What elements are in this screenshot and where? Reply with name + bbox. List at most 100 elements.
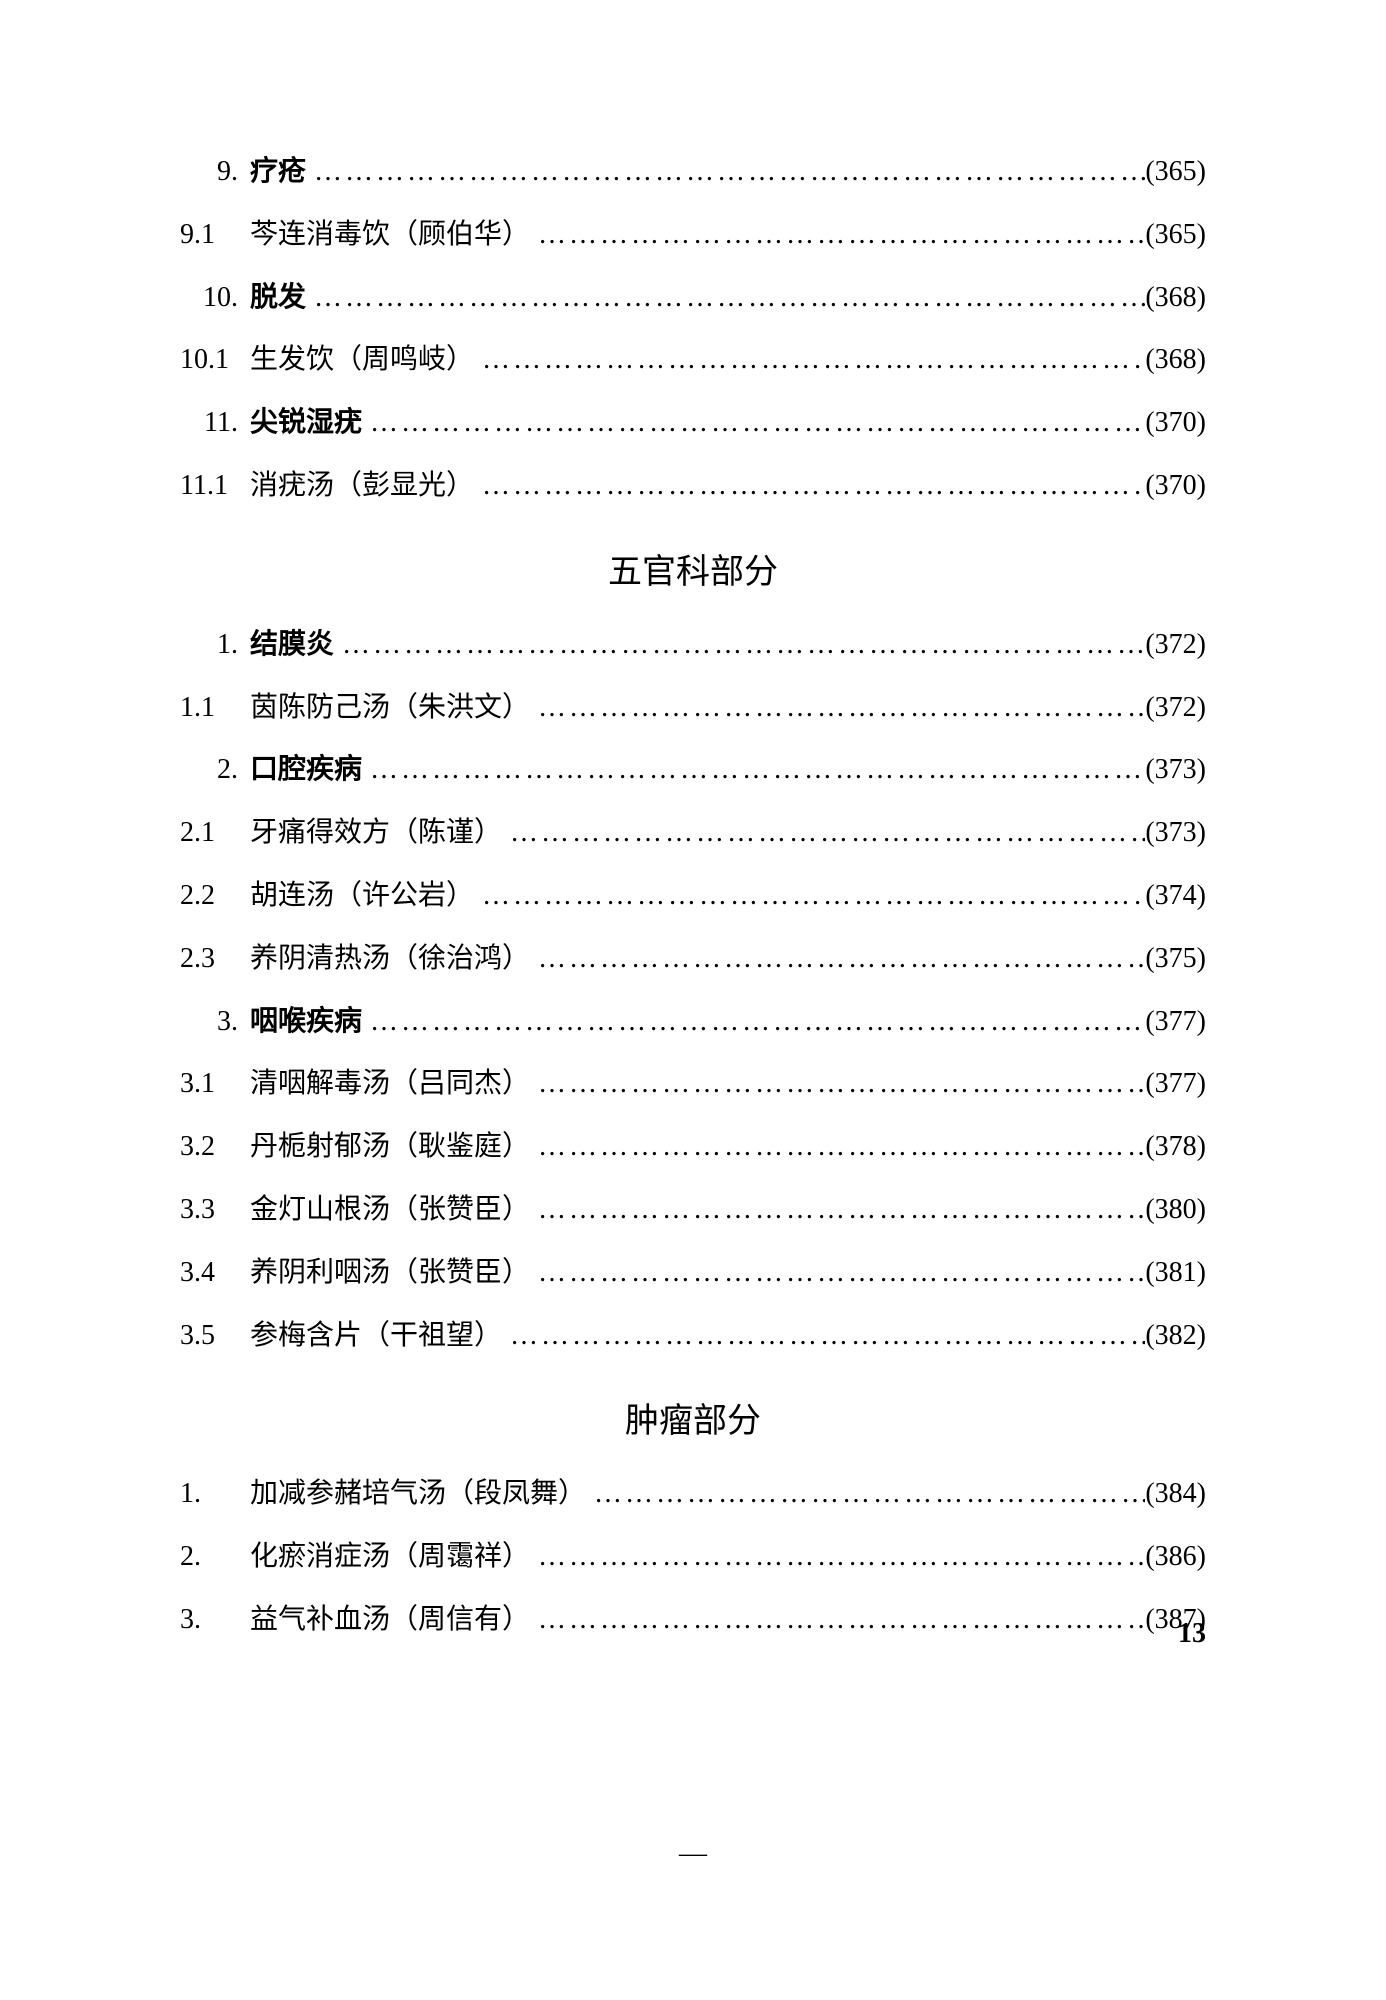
- entry-title: 咽喉疾病: [250, 1000, 362, 1045]
- entry-number: 3.: [180, 1000, 250, 1045]
- entry-page: (372): [1145, 623, 1206, 668]
- entry-dots: ………………………………………………………………………………: [362, 1000, 1145, 1045]
- entry-dots: ………………………………………………………………………………: [530, 1188, 1145, 1233]
- entry-page: (365): [1145, 213, 1206, 258]
- entry-number: 11.1: [180, 464, 250, 509]
- entry-number: 10.: [180, 276, 250, 321]
- toc-entry: 1.加减参赭培气汤（段凤舞）………………………………………………………………………: [180, 1472, 1206, 1517]
- toc-entry: 9.疗疮………………………………………………………………………………(365): [180, 150, 1206, 195]
- entry-number: 1.: [180, 1472, 250, 1517]
- toc-entry: 3.4养阴利咽汤（张赞臣）…………………………………………………………………………: [180, 1251, 1206, 1296]
- entry-page: (380): [1145, 1188, 1206, 1233]
- toc-entry: 11.1消疣汤（彭显光）……………………………………………………………………………: [180, 464, 1206, 509]
- entry-dots: ………………………………………………………………………………: [502, 811, 1145, 856]
- toc-entry: 1.结膜炎………………………………………………………………………………(372): [180, 623, 1206, 668]
- entry-page: (370): [1145, 401, 1206, 446]
- toc-entry: 2.2胡连汤（许公岩）………………………………………………………………………………: [180, 874, 1206, 919]
- entry-number: 9.: [180, 150, 250, 195]
- entry-title: 金灯山根汤（张赞臣）: [250, 1188, 530, 1233]
- entry-dots: ………………………………………………………………………………: [530, 1125, 1145, 1170]
- entry-number: 2.3: [180, 937, 250, 982]
- entry-page: (373): [1145, 748, 1206, 793]
- toc-entry: 1.1茵陈防己汤（朱洪文）…………………………………………………………………………: [180, 686, 1206, 731]
- entry-number: 3.1: [180, 1062, 250, 1107]
- entry-title: 清咽解毒汤（吕同杰）: [250, 1062, 530, 1107]
- section-heading: 五官科部分: [180, 544, 1206, 593]
- entry-title: 益气补血汤（周信有）: [250, 1598, 530, 1643]
- entry-number: 3.2: [180, 1125, 250, 1170]
- toc-entry: 2.1牙痛得效方（陈谨）……………………………………………………………………………: [180, 811, 1206, 856]
- entry-title: 胡连汤（许公岩）: [250, 874, 474, 919]
- entry-page: (368): [1145, 276, 1206, 321]
- entry-page: (384): [1145, 1472, 1206, 1517]
- entry-page: (377): [1145, 1000, 1206, 1045]
- entry-page: (368): [1145, 338, 1206, 383]
- entry-title: 加减参赭培气汤（段凤舞）: [250, 1472, 586, 1517]
- entry-page: (372): [1145, 686, 1206, 731]
- entry-dots: ………………………………………………………………………………: [306, 150, 1145, 195]
- bottom-mark: —: [679, 1838, 707, 1870]
- toc-entry: 3.3金灯山根汤（张赞臣）…………………………………………………………………………: [180, 1188, 1206, 1233]
- entry-dots: ………………………………………………………………………………: [306, 276, 1145, 321]
- entry-dots: ………………………………………………………………………………: [502, 1314, 1145, 1359]
- entry-dots: ………………………………………………………………………………: [530, 937, 1145, 982]
- entry-number: 2.2: [180, 874, 250, 919]
- entry-number: 3.4: [180, 1251, 250, 1296]
- toc-entry: 3.2丹栀射郁汤（耿鉴庭）…………………………………………………………………………: [180, 1125, 1206, 1170]
- entry-dots: ………………………………………………………………………………: [474, 874, 1145, 919]
- toc-entry: 10.脱发………………………………………………………………………………(368): [180, 276, 1206, 321]
- entry-page: (377): [1145, 1062, 1206, 1107]
- entry-number: 2.1: [180, 811, 250, 856]
- section-heading: 肿瘤部分: [180, 1393, 1206, 1442]
- entry-dots: ………………………………………………………………………………: [334, 623, 1145, 668]
- toc-entry: 3.5参梅含片（干祖望）……………………………………………………………………………: [180, 1314, 1206, 1359]
- entry-dots: ………………………………………………………………………………: [474, 464, 1145, 509]
- entry-page: (386): [1145, 1535, 1206, 1580]
- entry-page: (373): [1145, 811, 1206, 856]
- toc-entry: 10.1生发饮（周鸣岐）……………………………………………………………………………: [180, 338, 1206, 383]
- entry-number: 3.3: [180, 1188, 250, 1233]
- entry-page: (381): [1145, 1251, 1206, 1296]
- entry-title: 养阴清热汤（徐治鸿）: [250, 937, 530, 982]
- toc-entry: 2.口腔疾病………………………………………………………………………………(373…: [180, 748, 1206, 793]
- entry-number: 1.: [180, 623, 250, 668]
- entry-dots: ………………………………………………………………………………: [586, 1472, 1145, 1517]
- toc-entry: 3.咽喉疾病………………………………………………………………………………(377…: [180, 1000, 1206, 1045]
- entry-title: 结膜炎: [250, 623, 334, 668]
- entry-dots: ………………………………………………………………………………: [530, 1251, 1145, 1296]
- toc-entry: 2.3养阴清热汤（徐治鸿）…………………………………………………………………………: [180, 937, 1206, 982]
- entry-page: (382): [1145, 1314, 1206, 1359]
- table-of-contents: 9.疗疮………………………………………………………………………………(365)9…: [180, 150, 1206, 1643]
- entry-title: 茵陈防己汤（朱洪文）: [250, 686, 530, 731]
- toc-entry: 11.尖锐湿疣………………………………………………………………………………(37…: [180, 401, 1206, 446]
- entry-dots: ………………………………………………………………………………: [474, 338, 1145, 383]
- entry-dots: ………………………………………………………………………………: [530, 1062, 1145, 1107]
- entry-page: (365): [1145, 150, 1206, 195]
- page-container: 9.疗疮………………………………………………………………………………(365)9…: [0, 0, 1386, 1643]
- entry-dots: ………………………………………………………………………………: [530, 686, 1145, 731]
- entry-page: (370): [1145, 464, 1206, 509]
- entry-number: 2.: [180, 1535, 250, 1580]
- entry-dots: ………………………………………………………………………………: [530, 213, 1145, 258]
- entry-title: 口腔疾病: [250, 748, 362, 793]
- toc-entry: 3.益气补血汤（周信有）……………………………………………………………………………: [180, 1598, 1206, 1643]
- entry-dots: ………………………………………………………………………………: [362, 401, 1145, 446]
- page-number: 13: [1178, 1618, 1206, 1650]
- entry-page: (374): [1145, 874, 1206, 919]
- entry-number: 3.: [180, 1598, 250, 1643]
- entry-title: 养阴利咽汤（张赞臣）: [250, 1251, 530, 1296]
- entry-title: 芩连消毒饮（顾伯华）: [250, 213, 530, 258]
- entry-title: 脱发: [250, 276, 306, 321]
- entry-dots: ………………………………………………………………………………: [362, 748, 1145, 793]
- entry-number: 1.1: [180, 686, 250, 731]
- entry-page: (375): [1145, 937, 1206, 982]
- entry-title: 参梅含片（干祖望）: [250, 1314, 502, 1359]
- entry-number: 9.1: [180, 213, 250, 258]
- entry-number: 3.5: [180, 1314, 250, 1359]
- entry-title: 尖锐湿疣: [250, 401, 362, 446]
- toc-entry: 3.1清咽解毒汤（吕同杰）…………………………………………………………………………: [180, 1062, 1206, 1107]
- entry-title: 生发饮（周鸣岐）: [250, 338, 474, 383]
- entry-title: 化瘀消症汤（周霭祥）: [250, 1535, 530, 1580]
- entry-title: 疗疮: [250, 150, 306, 195]
- entry-number: 11.: [180, 401, 250, 446]
